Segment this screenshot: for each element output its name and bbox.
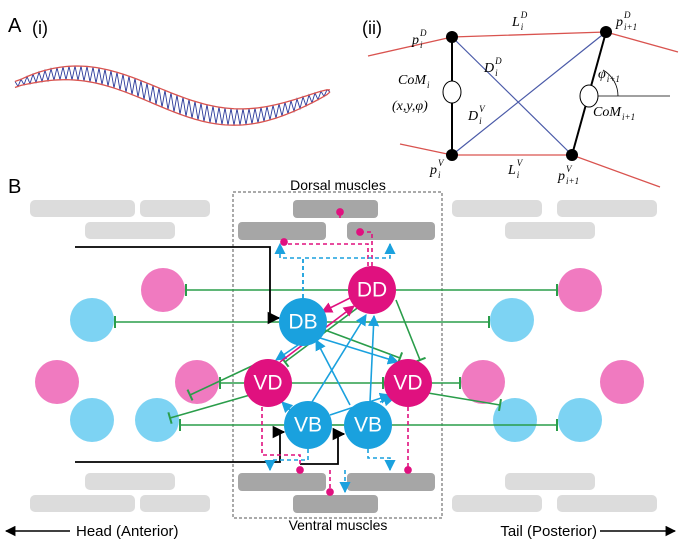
muscles: [30, 200, 657, 513]
worm-outline: [14, 79, 331, 126]
panel-label: A: [8, 15, 22, 37]
label-base: D: [467, 109, 478, 124]
label-base: CoM: [593, 105, 622, 120]
label-base: p: [429, 163, 437, 178]
neuron: [284, 401, 332, 449]
label-sub: i: [420, 40, 423, 50]
label-base: D: [483, 61, 494, 76]
neuron-label: VB: [294, 414, 322, 437]
head-label: Head (Anterior): [76, 523, 179, 540]
label-sub: i: [479, 116, 482, 126]
label-sub: i+1: [566, 176, 579, 186]
neuron-label: DD: [357, 279, 387, 302]
label-sup: D: [419, 28, 427, 38]
label-sub: i+1: [622, 112, 635, 122]
label-base: L: [511, 15, 520, 30]
part-label: (i): [32, 18, 48, 38]
label-sub: i+1: [624, 22, 637, 32]
part-label: (ii): [362, 18, 382, 38]
label-sub: i: [495, 68, 498, 78]
neuron-label: DB: [288, 311, 317, 334]
label-sub: i: [427, 80, 430, 90]
label-sup: V: [517, 158, 524, 168]
neuron: [244, 359, 292, 407]
connections: [75, 208, 558, 496]
label-sup: D: [520, 10, 528, 20]
label-base: p: [615, 15, 623, 30]
neuron-label: VB: [354, 414, 382, 437]
neuron-label: VD: [393, 372, 422, 395]
neighbour-neurons: [35, 268, 644, 442]
neuron: [348, 266, 396, 314]
segment-diagram: [367, 26, 679, 188]
dorsal-label: Dorsal muscles: [290, 177, 386, 193]
neuron-label: VD: [253, 372, 282, 395]
label-base: (x,y,φ): [392, 99, 428, 114]
panel-label: B: [8, 176, 21, 198]
label-sub: i: [517, 170, 520, 180]
label-sup: V: [566, 164, 573, 174]
label-sup: V: [479, 104, 486, 114]
label-base: φ: [598, 67, 606, 82]
neuron: [344, 401, 392, 449]
label-sub: i: [438, 170, 441, 180]
neurons: DD DB VD VD VB VB: [244, 266, 432, 449]
label-sub: i: [521, 22, 524, 32]
label-base: p: [557, 169, 565, 184]
label-base: CoM: [398, 73, 427, 88]
label-sup: D: [494, 56, 502, 66]
worm-outline: [14, 65, 331, 110]
neuron: [279, 298, 327, 346]
ventral-label: Ventral muscles: [289, 517, 388, 533]
circuit-box: [232, 191, 443, 519]
label-sub: i+1: [607, 74, 620, 84]
label-base: L: [507, 163, 516, 178]
worm-mesh: [14, 65, 331, 126]
tail-label: Tail (Posterior): [500, 523, 597, 540]
worm-model: [14, 65, 331, 126]
label-base: p: [411, 33, 419, 48]
label-sup: V: [438, 158, 445, 168]
label-sup: D: [623, 10, 631, 20]
neuron: [384, 359, 432, 407]
